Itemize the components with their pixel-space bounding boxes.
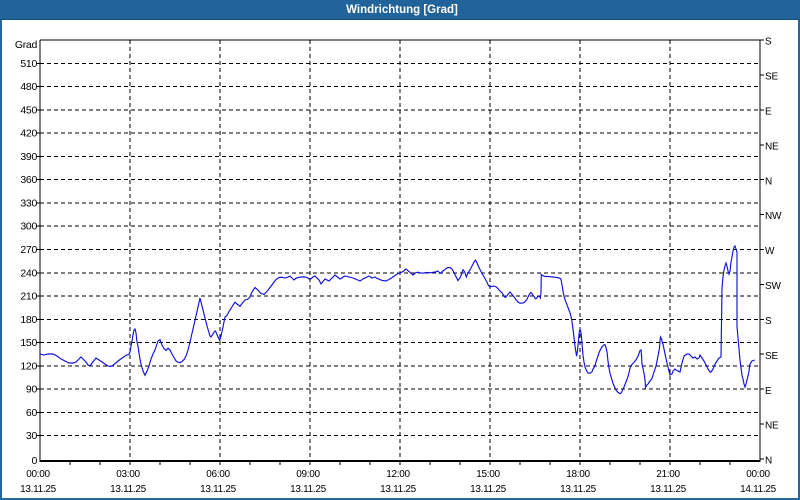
svg-text:E: E [765,106,772,117]
svg-text:N: N [765,456,772,467]
svg-text:S: S [765,37,772,48]
svg-text:390: 390 [20,151,37,163]
svg-text:S: S [765,316,772,327]
svg-text:300: 300 [20,221,37,233]
svg-text:SE: SE [765,72,778,83]
svg-text:510: 510 [20,58,37,70]
svg-text:480: 480 [20,81,37,93]
svg-text:0: 0 [31,455,37,467]
svg-text:180: 180 [20,314,37,326]
svg-text:210: 210 [20,291,37,303]
svg-text:00:00: 00:00 [26,469,50,480]
svg-text:NE: NE [765,141,779,152]
svg-text:18:00: 18:00 [566,469,590,480]
svg-text:90: 90 [26,384,38,396]
svg-text:13.11.25: 13.11.25 [470,484,507,495]
svg-text:SE: SE [765,351,778,362]
svg-text:13.11.25: 13.11.25 [560,484,597,495]
svg-text:13.11.25: 13.11.25 [110,484,147,495]
svg-text:60: 60 [26,407,38,419]
svg-text:03:00: 03:00 [116,469,140,480]
svg-text:360: 360 [20,174,37,186]
svg-text:330: 330 [20,197,37,209]
svg-text:150: 150 [20,337,37,349]
svg-text:13.11.25: 13.11.25 [650,484,687,495]
svg-text:00:00: 00:00 [746,469,770,480]
svg-text:14.11.25: 14.11.25 [740,484,777,495]
svg-text:09:00: 09:00 [296,469,320,480]
svg-text:15:00: 15:00 [476,469,500,480]
svg-text:06:00: 06:00 [206,469,230,480]
svg-text:450: 450 [20,104,37,116]
svg-text:E: E [765,386,772,397]
svg-text:Windrichtung [Grad]: Windrichtung [Grad] [346,4,458,16]
svg-text:21:00: 21:00 [656,469,680,480]
svg-text:13.11.25: 13.11.25 [290,484,327,495]
svg-text:Grad: Grad [15,39,38,51]
svg-text:240: 240 [20,267,37,279]
svg-text:420: 420 [20,128,37,140]
svg-text:W: W [765,246,775,257]
svg-text:30: 30 [26,430,38,442]
svg-text:270: 270 [20,244,37,256]
svg-text:13.11.25: 13.11.25 [380,484,417,495]
svg-text:12:00: 12:00 [386,469,410,480]
svg-text:13.11.25: 13.11.25 [200,484,237,495]
svg-text:NW: NW [765,211,782,222]
svg-text:NE: NE [765,421,779,432]
svg-text:13.11.25: 13.11.25 [20,484,57,495]
svg-text:SW: SW [765,281,781,292]
svg-text:N: N [765,176,772,187]
svg-text:120: 120 [20,360,37,372]
